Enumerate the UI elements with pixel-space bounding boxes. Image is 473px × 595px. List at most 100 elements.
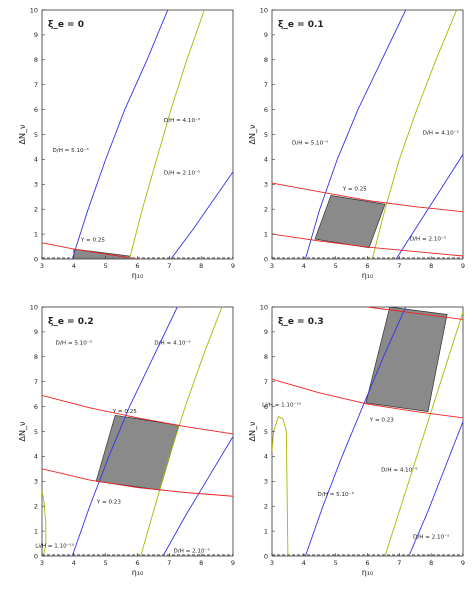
y-tick-label: 2 [34,503,38,511]
curve-d-h-4-10 [371,10,458,259]
y-tick-label: 1 [264,527,268,535]
y-tick-label: 6 [34,106,38,114]
y-tick-label: 6 [34,403,38,411]
y-tick-label: 3 [264,478,268,486]
panel-4: 3 4 5 6 7 8 9 0 1 2 3 4 5 6 7 8 9 10 η₁₀ ΔN_ν ξ_e = 0.3 D/H =… [248,303,465,577]
y-axis-label: ΔN_ν [248,421,257,441]
y-axis-label: ΔN_ν [18,421,27,441]
annotation-d-h-5-10: D/H = 5.10⁻⁵ [292,139,328,146]
curve-y-0-25 [42,394,233,435]
x-tick-label: 3 [40,559,44,567]
panel-label: ξ_e = 0.2 [48,317,94,327]
panel-label: ξ_e = 0.1 [278,20,324,30]
y-tick-label: 0 [264,255,268,263]
x-tick-label: 4 [302,262,306,270]
x-tick-label: 3 [270,262,274,270]
y-tick-label: 6 [264,106,268,114]
curve-d-h-2-10 [170,171,233,259]
x-tick-label: 7 [167,262,171,270]
x-tick-label: 6 [135,559,139,567]
curve-d-h-5-10 [305,307,407,556]
y-tick-label: 4 [264,453,268,461]
annotation-d-h-4-10: D/H = 4.10⁻⁵ [381,466,417,473]
curve-d-h-5-10 [304,10,407,259]
y-tick-label: 7 [264,81,268,89]
annotation-d-h-5-10: D/H = 5.10⁻⁵ [56,339,92,346]
x-tick-label: 9 [231,262,235,270]
x-axis-label: η₁₀ [362,271,373,280]
x-tick-label: 9 [461,559,465,567]
x-tick-label: 4 [72,559,76,567]
curve-d-h-2-10 [408,421,463,556]
panel-1: 3 4 5 6 7 8 9 0 1 2 3 4 5 6 7 8 9 10 η₁₀ ΔN_ν ξ_e = 0 D/H = 5… [18,6,235,280]
curve-d-h-2-10 [162,436,233,556]
annotation-y-0-25: Y = 0.25 [80,238,106,244]
curve-li-h-1-10 [42,491,47,556]
x-tick-label: 6 [135,262,139,270]
x-tick-label: 8 [429,559,433,567]
annotation-d-h-4-10: D/H = 4.10⁻⁵ [154,339,190,346]
curve-li-h-1-10 [272,415,289,556]
curve-d-h-2-10 [395,154,463,259]
y-axis-label: ΔN_ν [248,124,257,144]
y-tick-label: 2 [264,206,268,214]
y-tick-label: 10 [30,303,38,311]
y-tick-label: 9 [264,31,268,39]
curve-y-0-23 [42,468,233,497]
y-tick-label: 4 [34,453,38,461]
curve-y-0-23 [272,378,463,419]
y-tick-label: 2 [264,503,268,511]
annotation-li-h-1-10: Li/H = 1.10⁻¹⁰ [262,402,302,409]
allowed-region [365,307,448,412]
curve-d-h-5-10 [71,10,169,259]
y-tick-label: 9 [34,328,38,336]
y-tick-label: 8 [34,353,38,361]
x-tick-label: 5 [104,262,108,270]
annotation-d-h-4-10: D/H = 4.10⁻⁵ [423,130,459,137]
x-tick-label: 6 [365,559,369,567]
y-tick-label: 1 [34,527,38,535]
panel-3: 3 4 5 6 7 8 9 0 1 2 3 4 5 6 7 8 9 10 η₁₀ ΔN_ν ξ_e = 0.2 D/H =… [18,303,235,577]
y-tick-label: 2 [34,206,38,214]
annotation-d-h-2-10: D/H = 2.10⁻⁵ [413,534,449,541]
x-tick-label: 5 [104,559,108,567]
x-tick-label: 8 [199,559,203,567]
y-tick-label: 5 [264,131,268,139]
y-tick-label: 3 [264,181,268,189]
annotation-d-h-2-10: D/H = 2.10⁻⁵ [410,235,446,242]
x-tick-label: 9 [461,262,465,270]
curve-d-h-4-10 [384,311,463,556]
y-tick-label: 5 [34,131,38,139]
x-tick-label: 4 [72,262,76,270]
y-axis-label: ΔN_ν [18,124,27,144]
x-tick-label: 7 [167,559,171,567]
x-axis-label: η₁₀ [132,271,143,280]
plot-frame [41,9,234,260]
curve-y-0-25 [42,242,141,259]
x-tick-label: 5 [334,559,338,567]
curve-y-0-23 [272,233,463,257]
y-tick-label: 1 [264,230,268,238]
x-tick-label: 7 [397,262,401,270]
annotation-y-0-23: Y = 0.23 [369,418,395,424]
y-tick-label: 1 [34,230,38,238]
annotation-d-h-5-10: D/H = 5.10⁻⁵ [318,491,354,498]
x-axis-label: η₁₀ [132,568,143,577]
x-tick-label: 5 [334,262,338,270]
y-tick-label: 8 [264,353,268,361]
y-tick-label: 5 [34,428,38,436]
y-tick-label: 7 [34,378,38,386]
x-tick-label: 8 [429,262,433,270]
annotation-d-h-2-10: D/H = 2.10⁻⁵ [173,547,209,554]
y-tick-label: 10 [260,303,268,311]
y-tick-label: 5 [264,428,268,436]
x-axis-label: η₁₀ [362,568,373,577]
curve-d-h-4-10 [129,10,205,259]
y-tick-label: 3 [34,478,38,486]
annotation-d-h-2-10: D/H = 2.10⁻⁵ [164,169,200,176]
y-tick-label: 8 [34,56,38,64]
curve-y-0-25 [272,182,463,213]
panel-label: ξ_e = 0.3 [278,317,324,327]
curve-d-h-4-10 [140,307,223,556]
